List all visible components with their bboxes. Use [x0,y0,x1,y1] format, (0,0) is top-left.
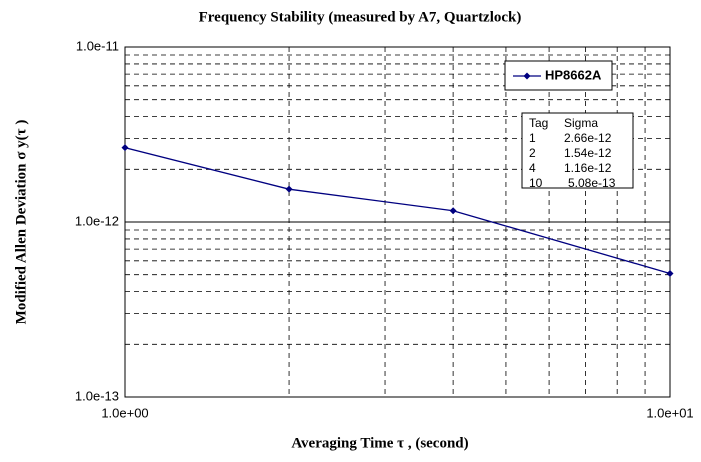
table-header: Tag [529,116,548,130]
annotation-table-box [521,112,634,189]
table-cell: 1 [529,131,536,145]
table-cell: 2 [529,146,536,160]
point [666,269,674,277]
point [285,185,293,193]
x-axis-title: Averaging Time τ , (second) [291,435,468,451]
table-cell: 4 [529,161,536,175]
y-tick-label: 1.0e-13 [75,388,119,403]
point [449,207,457,215]
y-tick-label: 1.0e-11 [76,38,119,53]
table-cell: 5.08e-13 [568,176,616,190]
x-tick-label: 1.0e+00 [101,405,148,420]
table-cell: 10 [529,176,543,190]
table-header: Sigma [564,116,598,130]
table-cell: 2.66e-12 [564,131,612,145]
point [121,144,129,152]
legend-label: HP8662A [545,67,602,82]
y-tick-label: 1.0e-12 [75,213,119,228]
y-axis-title: Modified Allen Deviation σ y(τ ) [13,120,29,325]
legend-marker [523,72,531,80]
series-line [124,147,671,275]
table-cell: 1.54e-12 [564,146,612,160]
x-tick-label: 1.0e+01 [646,405,693,420]
table-cell: 1.16e-12 [564,161,612,175]
plot-frame [124,46,671,398]
chart-title: Frequency Stability (measured by A7, Qua… [199,9,522,25]
